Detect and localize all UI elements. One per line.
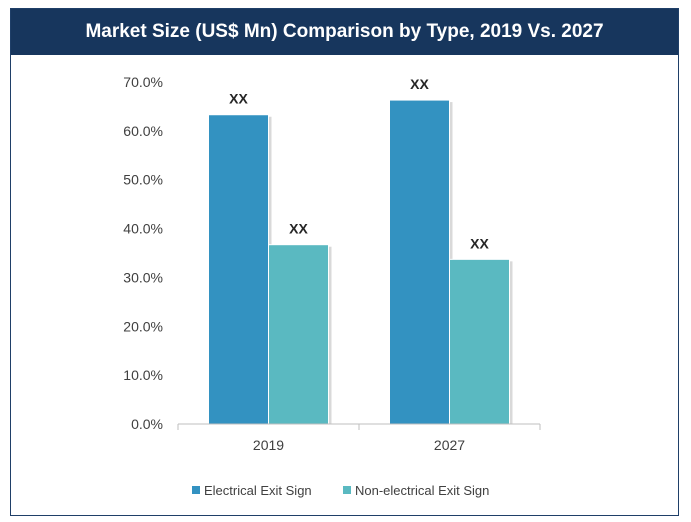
x-tick-label: 2027: [434, 437, 465, 453]
y-tick-label: 70.0%: [123, 74, 163, 90]
x-axis: 2019 2027: [177, 423, 541, 453]
bar-2019-series-1: [268, 244, 329, 425]
y-tick-label: 40.0%: [123, 221, 163, 237]
y-tick-label: 50.0%: [123, 172, 163, 188]
bars: XX XX XX XX: [208, 76, 513, 425]
legend-item: Non-electrical Exit Sign: [343, 483, 489, 498]
legend-item: Electrical Exit Sign: [192, 483, 312, 498]
y-tick-label: 10.0%: [123, 367, 163, 383]
chart-frame: Market Size (US$ Mn) Comparison by Type,…: [10, 8, 679, 516]
data-label: XX: [470, 235, 489, 251]
legend-label: Electrical Exit Sign: [204, 483, 312, 498]
bar-2027-series-0: [389, 99, 450, 425]
y-tick-label: 30.0%: [123, 269, 163, 285]
y-tick-label: 20.0%: [123, 318, 163, 334]
bar-2027-series-1: [449, 258, 510, 425]
chart-title: Market Size (US$ Mn) Comparison by Type,…: [11, 9, 678, 55]
data-label: XX: [410, 76, 429, 92]
legend-label: Non-electrical Exit Sign: [355, 483, 489, 498]
y-tick-label: 0.0%: [131, 416, 163, 432]
bar-2019-series-0: [208, 114, 269, 425]
legend-swatch: [343, 486, 351, 494]
y-axis: 0.0% 10.0% 20.0% 30.0% 40.0% 50.0% 60.0% 70.0%: [123, 74, 163, 432]
y-tick-label: 60.0%: [123, 123, 163, 139]
legend: Electrical Exit Sign Non-electrical Exit …: [192, 483, 489, 498]
x-tick-label: 2019: [253, 437, 284, 453]
legend-swatch: [192, 486, 200, 494]
data-label: XX: [229, 91, 248, 107]
data-label: XX: [289, 221, 308, 237]
